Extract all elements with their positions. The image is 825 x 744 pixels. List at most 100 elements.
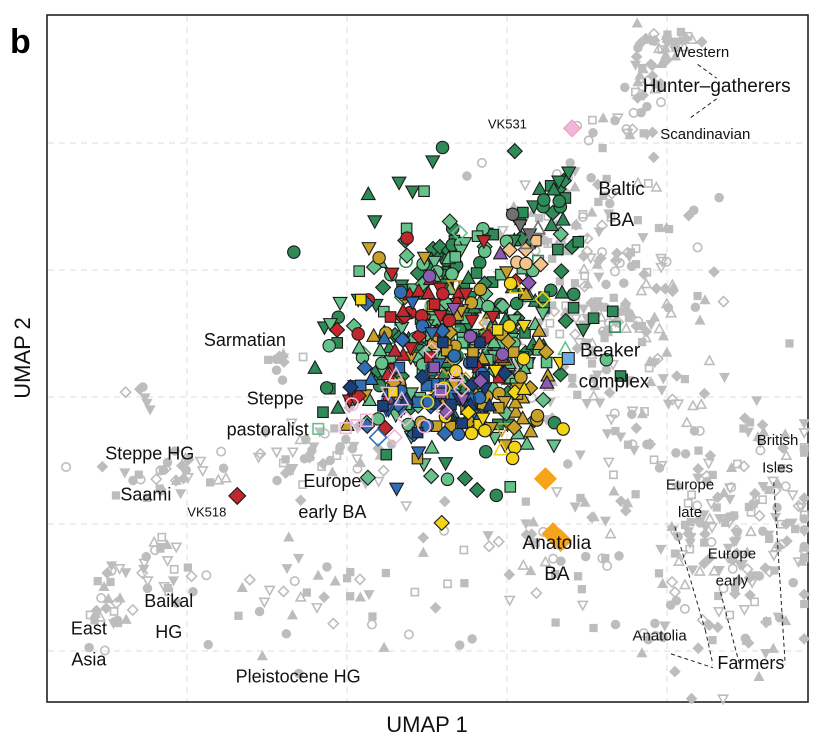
anatolia-trail-point [665, 575, 679, 589]
beaker-complex-point [644, 355, 656, 366]
european-farmers-point [698, 387, 711, 400]
east-asia-gray-point [110, 596, 123, 610]
beaker-complex-point [631, 260, 641, 269]
vk531-trail-point [624, 129, 636, 140]
viking-core-purple-point [434, 387, 447, 400]
viking-core-dark-green-point [367, 215, 383, 230]
viking-core-red-point [384, 267, 400, 282]
viking-core-red-point [476, 235, 492, 250]
baltic-gray-point [602, 174, 611, 184]
european-farmers-point [645, 439, 654, 449]
viking-core-pink-point [417, 419, 432, 434]
viking-core-olive-point [493, 423, 511, 438]
european-farmers-point [780, 518, 793, 530]
european-farmers-point [685, 692, 698, 705]
steppe-hg-gray-point [169, 474, 183, 487]
anatolia-trail-point [417, 546, 429, 557]
anatolia-trail-point [654, 569, 664, 578]
european-farmers-point [742, 427, 754, 438]
beaker-complex-point [605, 187, 618, 200]
steppe-hg-gray-point [61, 461, 72, 472]
baikal-gray-point [167, 576, 180, 587]
viking-core-dark-green-point [575, 323, 591, 338]
viking-core-dark-green-point [606, 305, 619, 318]
scandinavian-hg-point [649, 37, 658, 46]
european-farmers-point [724, 494, 736, 505]
baikal-gray-point [141, 551, 151, 562]
steppe-hg-upper-point [144, 405, 156, 416]
steppe-hg-gray-point [175, 489, 187, 500]
steppe-hg-gray-point [182, 453, 195, 466]
viking-core-red-point [484, 310, 501, 325]
european-farmers-point [758, 495, 767, 505]
viking-core-dark-green-point [608, 320, 621, 333]
peach-points-point [501, 241, 518, 259]
viking-core-navy-point [474, 336, 486, 349]
steppe-hg-gray-point [177, 472, 190, 485]
viking-core-olive-point [508, 403, 524, 418]
viking-core-dark-green-point [360, 186, 377, 201]
baltic-gray-point [519, 180, 532, 192]
european-farmers-point [786, 490, 799, 502]
vk531-trail-point [641, 130, 653, 141]
beaker-complex-point [572, 337, 585, 349]
steppe-hg-upper-point [119, 386, 132, 399]
viking-core-light-green-point [546, 439, 562, 454]
beaker-complex-point [671, 370, 683, 382]
european-farmers-point [682, 527, 694, 538]
viking-core-blue-point [436, 425, 453, 442]
pleistocene-gray-point [353, 573, 367, 586]
european-farmers-point [599, 516, 611, 527]
beaker-complex-point [647, 151, 660, 164]
beaker-complex-point [680, 449, 691, 459]
european-farmers-point [799, 541, 809, 552]
viking-core-light-green-point [445, 267, 459, 281]
european-farmers-point [698, 510, 710, 521]
steppe-pastoralist-gray-point [282, 463, 295, 475]
european-farmers-point [666, 525, 679, 537]
beaker-complex-point [657, 374, 669, 385]
scandinavian-hg-point [630, 50, 643, 63]
viking-core-purple-point [495, 347, 510, 362]
leader-line-0 [697, 64, 717, 79]
viking-core-yellow-point [516, 380, 532, 395]
viking-core-pink-point [448, 366, 465, 382]
pleistocene-gray-point [243, 573, 256, 586]
baltic-gray-point [570, 218, 583, 230]
viking-core-dark-green-point [489, 488, 504, 503]
pleistocene-gray-point [201, 570, 212, 581]
beaker-complex-point [656, 385, 668, 396]
pleistocene-gray-point [381, 568, 391, 578]
scandinavian-hg-point [632, 76, 644, 87]
viking-core-blue-point [472, 390, 487, 405]
anatolia-trail-point [527, 540, 539, 551]
european-farmers-point [749, 487, 761, 500]
pleistocene-gray-point [378, 641, 390, 652]
european-farmers-point [712, 503, 721, 512]
viking-core-olive-point [361, 242, 377, 257]
viking-core-yellow-point [433, 514, 450, 532]
european-farmers-point [799, 524, 809, 535]
viking-core-dark-green-point [424, 155, 441, 170]
beaker-complex-point [640, 407, 649, 416]
anatolia-trail-point [460, 579, 469, 588]
european-farmers-point [740, 633, 751, 644]
viking-core-light-green-point [441, 213, 459, 230]
viking-core-pink-point [422, 341, 440, 359]
european-farmers-point [780, 449, 793, 461]
steppe-hg-gray-point [134, 470, 143, 479]
european-farmers-point [718, 372, 731, 383]
scandinavian-hg-point [637, 63, 649, 74]
european-farmers-point [657, 577, 669, 588]
viking-core-yellow-point [505, 451, 520, 466]
viking-core-dark-green-point [456, 470, 474, 487]
steppe-pastoralist-gray-point [335, 446, 344, 455]
viking-core-navy-point [342, 378, 359, 396]
european-farmers-point [798, 419, 810, 430]
east-asia-gray-point [126, 603, 139, 617]
european-farmers-point [746, 577, 759, 589]
european-farmers-point [699, 528, 711, 540]
anatolia-trail-point [521, 497, 530, 506]
pleistocene-gray-point [410, 587, 420, 597]
viking-core-navy-point [456, 417, 469, 430]
